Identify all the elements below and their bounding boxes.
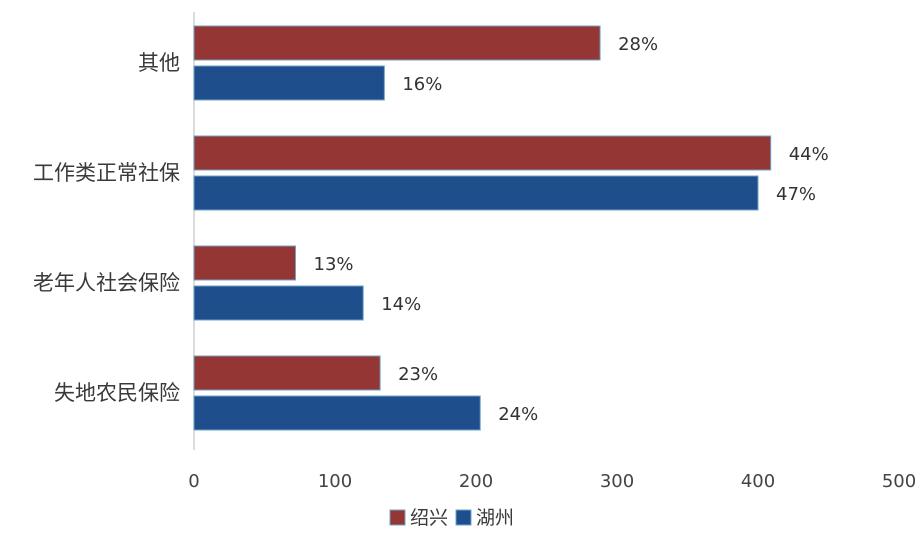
category-label: 工作类正常社保 (33, 161, 180, 185)
data-label: 16% (402, 74, 442, 95)
legend-swatch (389, 509, 406, 526)
category-label: 其他 (138, 51, 180, 75)
legend-label: 绍兴 (410, 507, 448, 529)
x-tick-label: 0 (188, 471, 199, 492)
bar-shaoxing (193, 135, 772, 171)
data-label: 47% (776, 184, 816, 205)
x-axis: 0 100 200 300 400 500 (188, 471, 916, 492)
plot-area: 其他 28% 16% 工作类正常社保 44% 47% 老年人社会保险 13% 14% 失地农民保险… (33, 12, 829, 450)
x-tick-label: 100 (318, 471, 352, 492)
data-label: 28% (618, 34, 658, 55)
bar-huzhou (193, 175, 759, 211)
x-tick-label: 200 (459, 471, 493, 492)
bar-huzhou (193, 285, 364, 321)
bar-shaoxing (193, 25, 601, 61)
category-label: 失地农民保险 (54, 381, 180, 405)
bar-huzhou (193, 65, 385, 101)
data-label: 24% (498, 404, 538, 425)
data-label: 13% (314, 254, 354, 275)
legend-label: 湖州 (476, 507, 514, 529)
bar-huzhou (193, 395, 481, 431)
legend-swatch (455, 509, 472, 526)
data-label: 23% (398, 364, 438, 385)
data-label: 14% (381, 294, 421, 315)
x-tick-label: 500 (882, 471, 916, 492)
data-label: 44% (789, 144, 829, 165)
x-tick-label: 400 (741, 471, 775, 492)
bar-shaoxing (193, 245, 297, 281)
category-label: 老年人社会保险 (33, 271, 180, 295)
legend: 绍兴 湖州 (389, 507, 514, 529)
x-tick-label: 300 (600, 471, 634, 492)
bar-shaoxing (193, 355, 381, 391)
